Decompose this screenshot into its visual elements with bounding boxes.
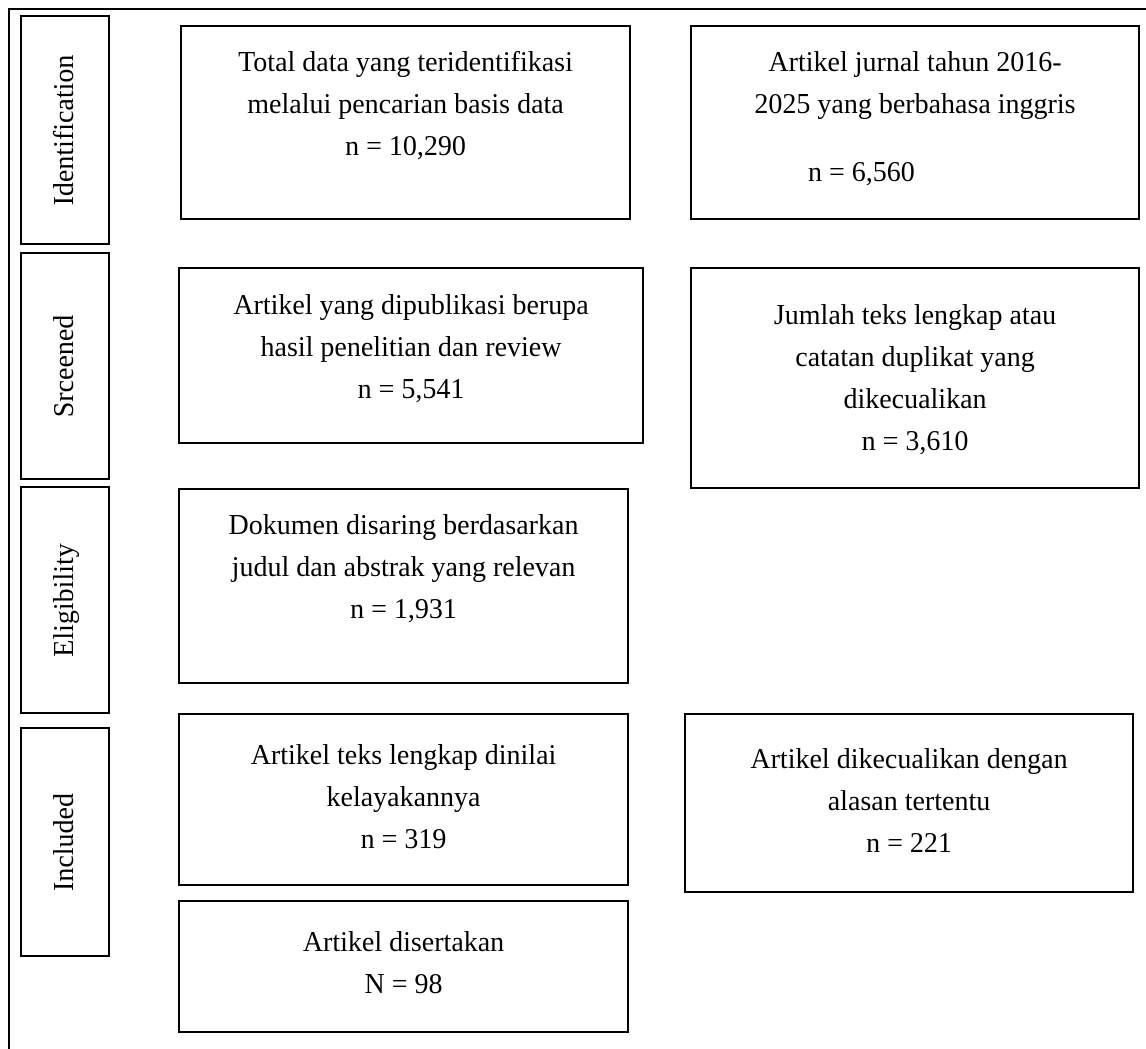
total-identified-count: n = 10,290 xyxy=(345,131,466,162)
full-text-assessed-line1: Artikel teks lengkap dinilai xyxy=(250,740,557,771)
stage-eligibility-label: Eligibility xyxy=(49,543,80,657)
english-articles-line2: 2025 yang berbahasa inggris xyxy=(754,89,1076,120)
box-research-review: Artikel yang dipublikasi berupa hasil pe… xyxy=(178,267,644,444)
duplicates-excluded-line3: dikecualikan xyxy=(843,384,987,415)
research-review-line2: hasil penelitian dan review xyxy=(260,332,562,363)
box-total-identified: Total data yang teridentifikasi melalui … xyxy=(180,25,631,220)
box-full-text-assessed: Artikel teks lengkap dinilai kelayakanny… xyxy=(178,713,629,886)
english-articles-line1: Artikel jurnal tahun 2016- xyxy=(768,47,1062,78)
stage-identification-label: Identification xyxy=(49,54,80,206)
box-duplicates-excluded: Jumlah teks lengkap atau catatan duplika… xyxy=(690,267,1140,489)
stage-screened-label: Srceened xyxy=(49,314,80,418)
included-articles-line1: Artikel disertakan xyxy=(302,927,505,958)
included-articles-count: N = 98 xyxy=(364,969,443,1000)
total-identified-line1: Total data yang teridentifikasi xyxy=(238,47,573,78)
duplicates-excluded-count: n = 3,610 xyxy=(861,426,969,457)
full-text-assessed-count: n = 319 xyxy=(360,824,447,855)
box-included-articles: Artikel disertakan N = 98 xyxy=(178,900,629,1033)
duplicates-excluded-line1: Jumlah teks lengkap atau xyxy=(773,300,1057,331)
research-review-line1: Artikel yang dipublikasi berupa xyxy=(233,290,589,321)
title-abstract-line1: Dokumen disaring berdasarkan xyxy=(228,510,579,541)
title-abstract-line2: judul dan abstrak yang relevan xyxy=(231,552,576,583)
stage-eligibility: Eligibility xyxy=(20,486,110,714)
duplicates-excluded-line2: catatan duplikat yang xyxy=(795,342,1035,373)
excluded-reasons-line1: Artikel dikecualikan dengan xyxy=(750,744,1068,775)
full-text-assessed-line2: kelayakannya xyxy=(326,782,481,813)
box-title-abstract: Dokumen disaring berdasarkan judul dan a… xyxy=(178,488,629,684)
total-identified-line2: melalui pencarian basis data xyxy=(247,89,564,120)
stage-screened: Srceened xyxy=(20,252,110,480)
box-excluded-reasons: Artikel dikecualikan dengan alasan terte… xyxy=(684,713,1134,893)
english-articles-count: n = 6,560 xyxy=(808,157,915,188)
excluded-reasons-count: n = 221 xyxy=(866,828,952,859)
diagram-frame xyxy=(8,8,1146,1049)
stage-included-label: Included xyxy=(49,793,80,891)
excluded-reasons-line2: alasan tertentu xyxy=(827,786,991,817)
research-review-count: n = 5,541 xyxy=(357,374,465,405)
title-abstract-count: n = 1,931 xyxy=(350,594,457,625)
stage-identification: Identification xyxy=(20,15,110,245)
box-english-articles: Artikel jurnal tahun 2016- 2025 yang ber… xyxy=(690,25,1140,220)
stage-included: Included xyxy=(20,727,110,957)
